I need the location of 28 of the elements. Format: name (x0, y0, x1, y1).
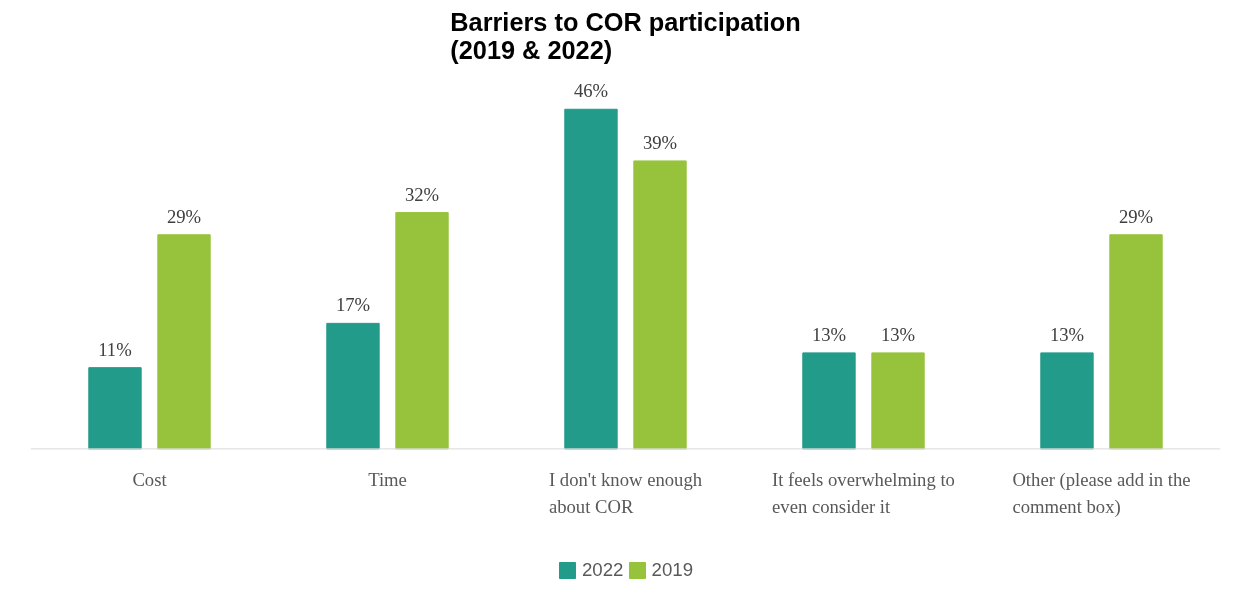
data-label: 46% (573, 80, 609, 102)
data-label: 11% (98, 338, 132, 360)
x-tick-label: Cost (132, 468, 168, 490)
bar (802, 352, 856, 450)
bar (88, 367, 142, 450)
x-tick-label: I don't know enough about COR (548, 468, 703, 518)
legend-label: 2022 (581, 559, 624, 581)
bar (871, 352, 925, 450)
data-label: 13% (1049, 323, 1085, 345)
legend-label: 2019 (651, 559, 694, 581)
bar (564, 108, 618, 450)
data-label: 13% (811, 323, 847, 345)
data-label: 13% (880, 323, 916, 345)
bar (1040, 352, 1094, 450)
bar (1109, 234, 1163, 450)
data-label: 39% (642, 131, 678, 153)
data-label: 29% (166, 205, 202, 227)
x-tick-label: It feels overwhelming to even consider it (772, 468, 955, 518)
data-label: 17% (335, 294, 371, 316)
bar (395, 212, 449, 450)
x-tick-label: Time (368, 468, 407, 490)
bar (326, 322, 380, 450)
data-label: 29% (1118, 205, 1154, 227)
bar (157, 234, 211, 450)
chart-title: Barriers to COR participation (2019 & 2022) (450, 7, 801, 64)
bar (633, 160, 687, 450)
data-label: 32% (404, 183, 440, 205)
x-tick-label: Other (please add in the comment box) (1012, 468, 1191, 519)
